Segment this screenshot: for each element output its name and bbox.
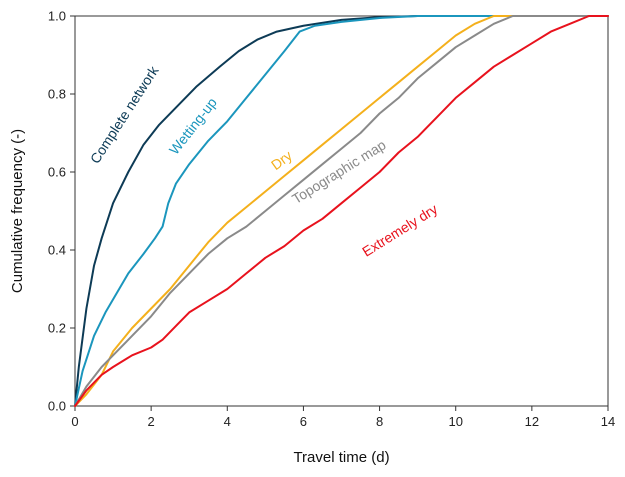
x-tick-label: 14 — [601, 414, 615, 429]
x-tick-label: 2 — [148, 414, 155, 429]
series-label-topographic-map: Topographic map — [289, 136, 389, 207]
y-tick-label: 0.8 — [48, 87, 66, 102]
y-axis-title: Cumulative frequency (-) — [9, 129, 26, 293]
x-tick-label: 12 — [525, 414, 539, 429]
series-label-dry: Dry — [268, 147, 295, 173]
series-label-wetting-up: Wetting-up — [166, 94, 220, 157]
x-tick-label: 10 — [448, 414, 462, 429]
series-label-complete-network: Complete network — [87, 62, 162, 166]
x-tick-label: 0 — [71, 414, 78, 429]
x-axis-title: Travel time (d) — [293, 449, 389, 466]
x-tick-label: 4 — [224, 414, 231, 429]
series-line-wetting-up — [74, 15, 609, 407]
x-tick-label: 6 — [300, 414, 307, 429]
y-tick-label: 0.4 — [48, 243, 66, 258]
series-label-extremely-dry: Extremely dry — [359, 201, 440, 260]
series-line-extremely-dry — [74, 15, 609, 407]
x-tick-label: 8 — [376, 414, 383, 429]
plot-frame — [74, 15, 609, 407]
y-tick-label: 0.2 — [48, 321, 66, 336]
series-line-topographic-map — [74, 15, 609, 407]
series-lines — [74, 15, 609, 407]
y-tick-label: 0.0 — [48, 399, 66, 414]
axes: 0 2 4 6 8 10 12 14 0.0 0.2 0.4 0.6 0.8 1.0 — [48, 9, 615, 430]
y-tick-label: 0.6 — [48, 165, 66, 180]
series-line-dry — [74, 15, 609, 407]
series-line-complete-network — [74, 15, 609, 407]
y-tick-label: 1.0 — [48, 9, 66, 24]
